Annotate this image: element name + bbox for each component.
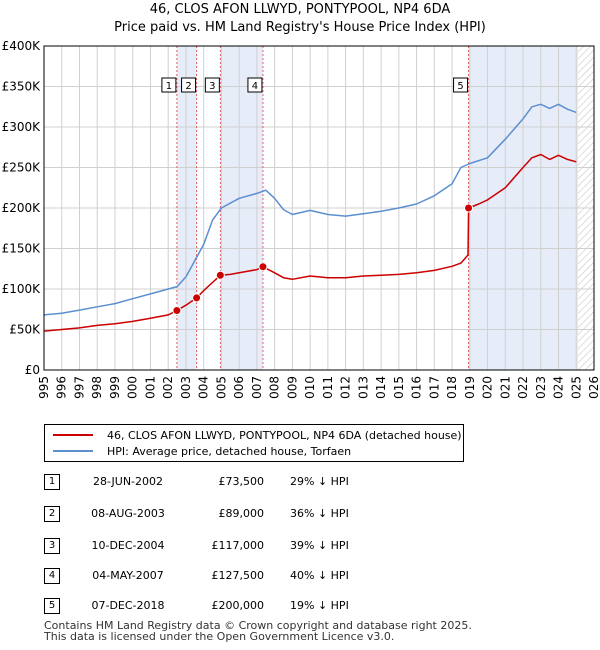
legend-price-swatch — [53, 434, 93, 436]
x-tick-label: 1995 — [37, 376, 51, 400]
transaction-row: 2 08-AUG-2003 £89,000 36% ↓ HPI — [44, 506, 564, 524]
plot-frame — [43, 45, 595, 371]
x-tick-label: 2020 — [481, 376, 495, 400]
x-tick-label: 2012 — [339, 376, 353, 400]
x-tick-label: 2003 — [179, 376, 193, 400]
transaction-row: 5 07-DEC-2018 £200,000 19% ↓ HPI — [44, 598, 564, 616]
sale-number-label: 4 — [252, 81, 258, 92]
transaction-date: 28-JUN-2002 — [92, 475, 164, 488]
sale-number-label: 2 — [185, 81, 191, 92]
x-tick-label: 2013 — [356, 376, 370, 400]
transaction-hpi: 36% ↓ HPI — [290, 507, 349, 520]
x-tick-label: 2008 — [268, 376, 282, 400]
transaction-hpi: 39% ↓ HPI — [290, 539, 349, 552]
transaction-row: 4 04-MAY-2007 £127,500 40% ↓ HPI — [44, 568, 564, 586]
sale-number-box — [161, 77, 177, 93]
price-chart: £0 £50K £100K £150K £200K £250K £300K £350K £400… — [2, 39, 600, 400]
transaction-date: 07-DEC-2018 — [91, 599, 165, 612]
x-tick-label: 2004 — [197, 376, 211, 400]
transaction-price: £127,500 — [211, 569, 265, 582]
legend-item-price: 46, CLOS AFON LLWYD, PONTYPOOL, NP4 6DA … — [53, 427, 462, 443]
price-paid-line — [43, 153, 577, 332]
x-tick-label: 2019 — [463, 376, 477, 400]
footer-licence: This data is licensed under the Open Gov… — [44, 630, 395, 643]
y-tick-label: £200K — [2, 201, 42, 215]
transaction-number: 2 — [44, 506, 60, 522]
transaction-row: 1 28-JUN-2002 £73,500 29% ↓ HPI — [44, 474, 564, 492]
y-tick-label: £100K — [2, 282, 42, 296]
legend-item-hpi: HPI: Average price, detached house, Torf… — [53, 443, 351, 459]
transaction-number: 5 — [44, 598, 60, 614]
transaction-number: 4 — [44, 568, 60, 584]
x-tick-label: 2017 — [427, 376, 441, 400]
x-tick-label: 2010 — [303, 376, 317, 400]
transaction-date: 08-AUG-2003 — [91, 507, 165, 520]
x-tick-label: 1996 — [55, 376, 69, 400]
footer-copyright: Contains HM Land Registry data © Crown c… — [44, 619, 472, 632]
x-tick-label: 2009 — [285, 376, 299, 400]
y-tick-label: £400K — [2, 39, 42, 53]
x-tick-label: 1998 — [90, 376, 104, 400]
transaction-date: 10-DEC-2004 — [91, 539, 165, 552]
x-tick-label: 2024 — [552, 376, 566, 400]
x-tick-label: 2011 — [321, 376, 335, 400]
transaction-price: £117,000 — [211, 539, 265, 552]
x-tick-label: 2021 — [498, 376, 512, 400]
transaction-row: 3 10-DEC-2004 £117,000 39% ↓ HPI — [44, 538, 564, 556]
transaction-price: £200,000 — [211, 599, 265, 612]
sale-number-box — [453, 77, 469, 93]
sale-number-box — [247, 77, 263, 93]
y-tick-label: £150K — [2, 242, 42, 256]
sale-point — [192, 293, 202, 303]
x-tick-label: 2018 — [445, 376, 459, 400]
x-tick-label: 2022 — [516, 376, 530, 400]
chart-title: 46, CLOS AFON LLWYD, PONTYPOOL, NP4 6DA — [149, 2, 451, 17]
legend-price-label: 46, CLOS AFON LLWYD, PONTYPOOL, NP4 6DA … — [107, 428, 462, 442]
sale-number-box — [204, 77, 220, 93]
x-tick-label: 2023 — [534, 376, 548, 400]
transaction-number: 3 — [44, 538, 60, 554]
x-tick-label: 2000 — [126, 376, 140, 400]
legend-hpi-label: HPI: Average price, detached house, Torf… — [107, 444, 352, 458]
x-tick-label: 1999 — [108, 376, 122, 400]
transaction-price: £89,000 — [218, 507, 265, 520]
x-tick-label: 2001 — [143, 376, 157, 400]
x-tick-label: 2007 — [250, 376, 264, 400]
legend-hpi-swatch — [53, 450, 93, 452]
y-tick-label: £250K — [2, 161, 42, 175]
x-tick-label: 2015 — [392, 376, 406, 400]
transaction-hpi: 29% ↓ HPI — [290, 475, 349, 488]
x-tick-label: 1997 — [72, 376, 86, 400]
sale-number-label: 3 — [209, 81, 215, 92]
sale-number-label: 1 — [166, 81, 172, 92]
hpi-line — [43, 103, 577, 316]
transaction-number: 1 — [44, 474, 60, 490]
transaction-date: 04-MAY-2007 — [92, 569, 164, 582]
x-tick-label: 2026 — [587, 376, 600, 400]
y-tick-label: £350K — [2, 80, 42, 94]
sale-point — [215, 270, 225, 280]
transaction-hpi: 40% ↓ HPI — [290, 569, 349, 582]
sale-number-label: 5 — [457, 81, 463, 92]
x-tick-label: 2005 — [214, 376, 228, 400]
x-tick-label: 2025 — [569, 376, 583, 400]
sale-number-box — [181, 77, 197, 93]
y-tick-label: £50K — [9, 323, 41, 337]
legend: 46, CLOS AFON LLWYD, PONTYPOOL, NP4 6DA … — [44, 424, 464, 462]
x-tick-label: 2002 — [161, 376, 175, 400]
sale-point — [172, 305, 182, 315]
transaction-price: £73,500 — [218, 475, 265, 488]
x-tick-label: 2014 — [374, 376, 388, 400]
x-tick-label: 2016 — [410, 376, 424, 400]
chart-subtitle: Price paid vs. HM Land Registry's House … — [114, 20, 486, 35]
x-tick-label: 2006 — [232, 376, 246, 400]
sale-point — [258, 262, 268, 272]
transaction-hpi: 19% ↓ HPI — [290, 599, 349, 612]
footer: Contains HM Land Registry data © Crown c… — [44, 620, 472, 642]
y-tick-label: £300K — [2, 120, 42, 134]
y-tick-label: £0 — [25, 363, 40, 377]
sale-point — [464, 203, 474, 213]
